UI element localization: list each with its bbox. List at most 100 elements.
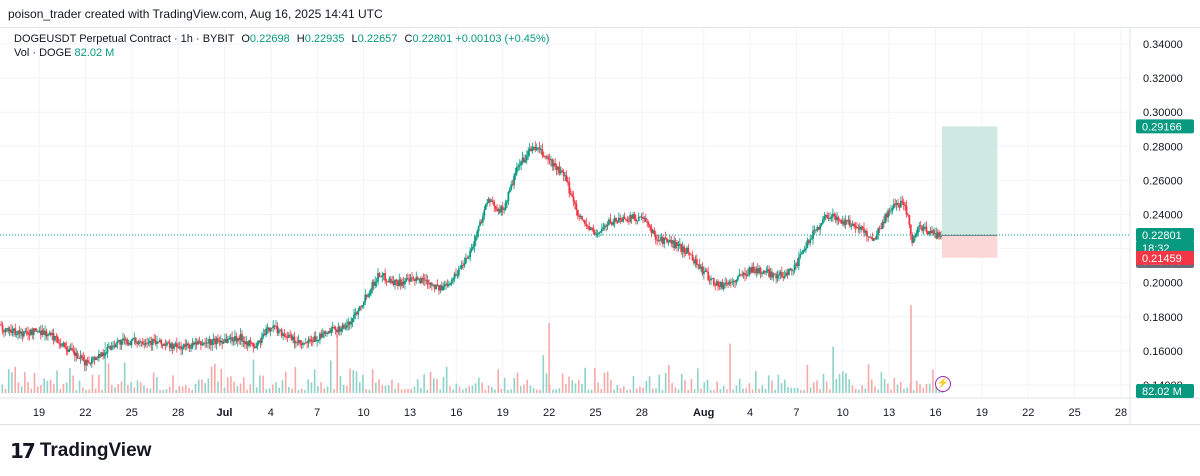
candle-body xyxy=(586,225,589,227)
x-tick-label: 4 xyxy=(268,407,274,419)
candle-body xyxy=(557,166,559,170)
candle-body xyxy=(542,155,545,157)
volume-bar xyxy=(851,385,854,393)
volume-bar xyxy=(893,377,896,393)
candle-body xyxy=(897,203,899,205)
candle-body xyxy=(372,281,375,286)
volume-bar xyxy=(246,389,248,393)
candle-body xyxy=(565,175,568,182)
candle-body xyxy=(331,327,334,329)
candle-body xyxy=(419,278,422,283)
last-price-label-bg xyxy=(1136,227,1194,242)
volume-bar xyxy=(217,381,219,393)
lightning-icon[interactable]: ⚡ xyxy=(935,376,951,392)
candle-body xyxy=(184,344,187,347)
x-tick-label: 7 xyxy=(793,407,799,419)
volume-bar xyxy=(658,374,661,393)
volume-bar xyxy=(684,380,686,393)
x-tick-label: 22 xyxy=(79,407,91,419)
candle-body xyxy=(133,337,136,339)
candle-body xyxy=(598,232,600,234)
candle-body xyxy=(32,328,35,335)
volume-bar xyxy=(185,385,187,393)
candle-body xyxy=(344,327,347,329)
candle-body xyxy=(464,258,467,264)
candle-body xyxy=(558,166,561,174)
volume-bar xyxy=(803,389,805,393)
candle-body xyxy=(436,284,439,286)
candle-body xyxy=(490,200,493,202)
candle-body xyxy=(566,181,569,183)
candle-body xyxy=(524,160,527,163)
volume-bar xyxy=(932,369,934,393)
candle-body xyxy=(673,240,676,249)
candle-body xyxy=(559,170,562,174)
x-tick-label: 10 xyxy=(357,407,369,419)
volume-bar xyxy=(565,383,567,393)
volume-bar xyxy=(310,382,313,393)
candle-body xyxy=(243,341,246,345)
candle-body xyxy=(868,236,871,238)
volume-bar xyxy=(883,378,886,393)
tradingview-logo[interactable]: 17 TradingView xyxy=(10,439,151,463)
volume-bar xyxy=(397,382,400,393)
volume-bar xyxy=(503,377,506,393)
candle-body xyxy=(554,163,557,166)
volume-bar xyxy=(433,378,435,393)
price-chart[interactable]: 0.140000.160000.180000.200000.220000.240… xyxy=(0,28,1200,424)
candle-body xyxy=(59,343,62,346)
candle-body xyxy=(12,328,15,331)
candle-body xyxy=(130,339,133,345)
candle-body xyxy=(432,285,435,287)
candle-body xyxy=(742,272,745,275)
candle-body xyxy=(541,149,544,156)
volume-bar xyxy=(661,389,664,393)
candle-body xyxy=(217,338,219,341)
change-value: +0.00103 (+0.45%) xyxy=(455,33,550,45)
candle-body xyxy=(932,230,935,234)
candle-body xyxy=(831,213,834,217)
candle-body xyxy=(180,346,182,350)
candle-body xyxy=(758,268,761,274)
candle-body xyxy=(20,331,22,334)
candle-body xyxy=(336,329,338,333)
candle-body xyxy=(173,345,175,349)
candle-body xyxy=(800,253,803,255)
candle-body xyxy=(773,273,776,275)
candle-body xyxy=(602,227,605,229)
candle-body xyxy=(413,279,416,282)
candle-body xyxy=(727,284,729,286)
volume-bar xyxy=(123,362,126,393)
candle-body xyxy=(677,244,680,247)
volume-bar xyxy=(519,386,522,393)
volume-bar xyxy=(268,388,271,393)
candle-body xyxy=(649,225,651,228)
candle-body xyxy=(37,331,39,333)
candle-body xyxy=(606,224,609,227)
attribution-text: poison_trader created with TradingView.c… xyxy=(8,7,383,21)
candle-body xyxy=(768,269,770,277)
candle-body xyxy=(18,330,21,334)
volume-bar xyxy=(233,381,235,393)
candle-body xyxy=(881,221,884,229)
candle-body xyxy=(415,277,418,282)
candle-body xyxy=(286,336,289,338)
volume-bar xyxy=(471,385,474,393)
candle-body xyxy=(229,337,232,339)
candle-body xyxy=(109,346,112,350)
candle-body xyxy=(302,342,304,345)
volume-bar xyxy=(439,389,442,393)
candle-body xyxy=(591,227,593,229)
candle-body xyxy=(562,171,565,176)
volume-bar xyxy=(320,382,322,393)
candle-body xyxy=(810,238,813,240)
symbol-label: DOGEUSDT Perpetual Contract · 1h · BYBIT xyxy=(14,33,235,45)
candle-body xyxy=(588,226,591,230)
x-tick-label: Aug xyxy=(693,407,714,419)
candle-body xyxy=(905,205,908,215)
candle-body xyxy=(635,219,637,222)
candle-body xyxy=(299,340,301,344)
candle-body xyxy=(915,233,918,236)
volume-bar xyxy=(36,386,39,393)
candle-body xyxy=(171,343,174,349)
